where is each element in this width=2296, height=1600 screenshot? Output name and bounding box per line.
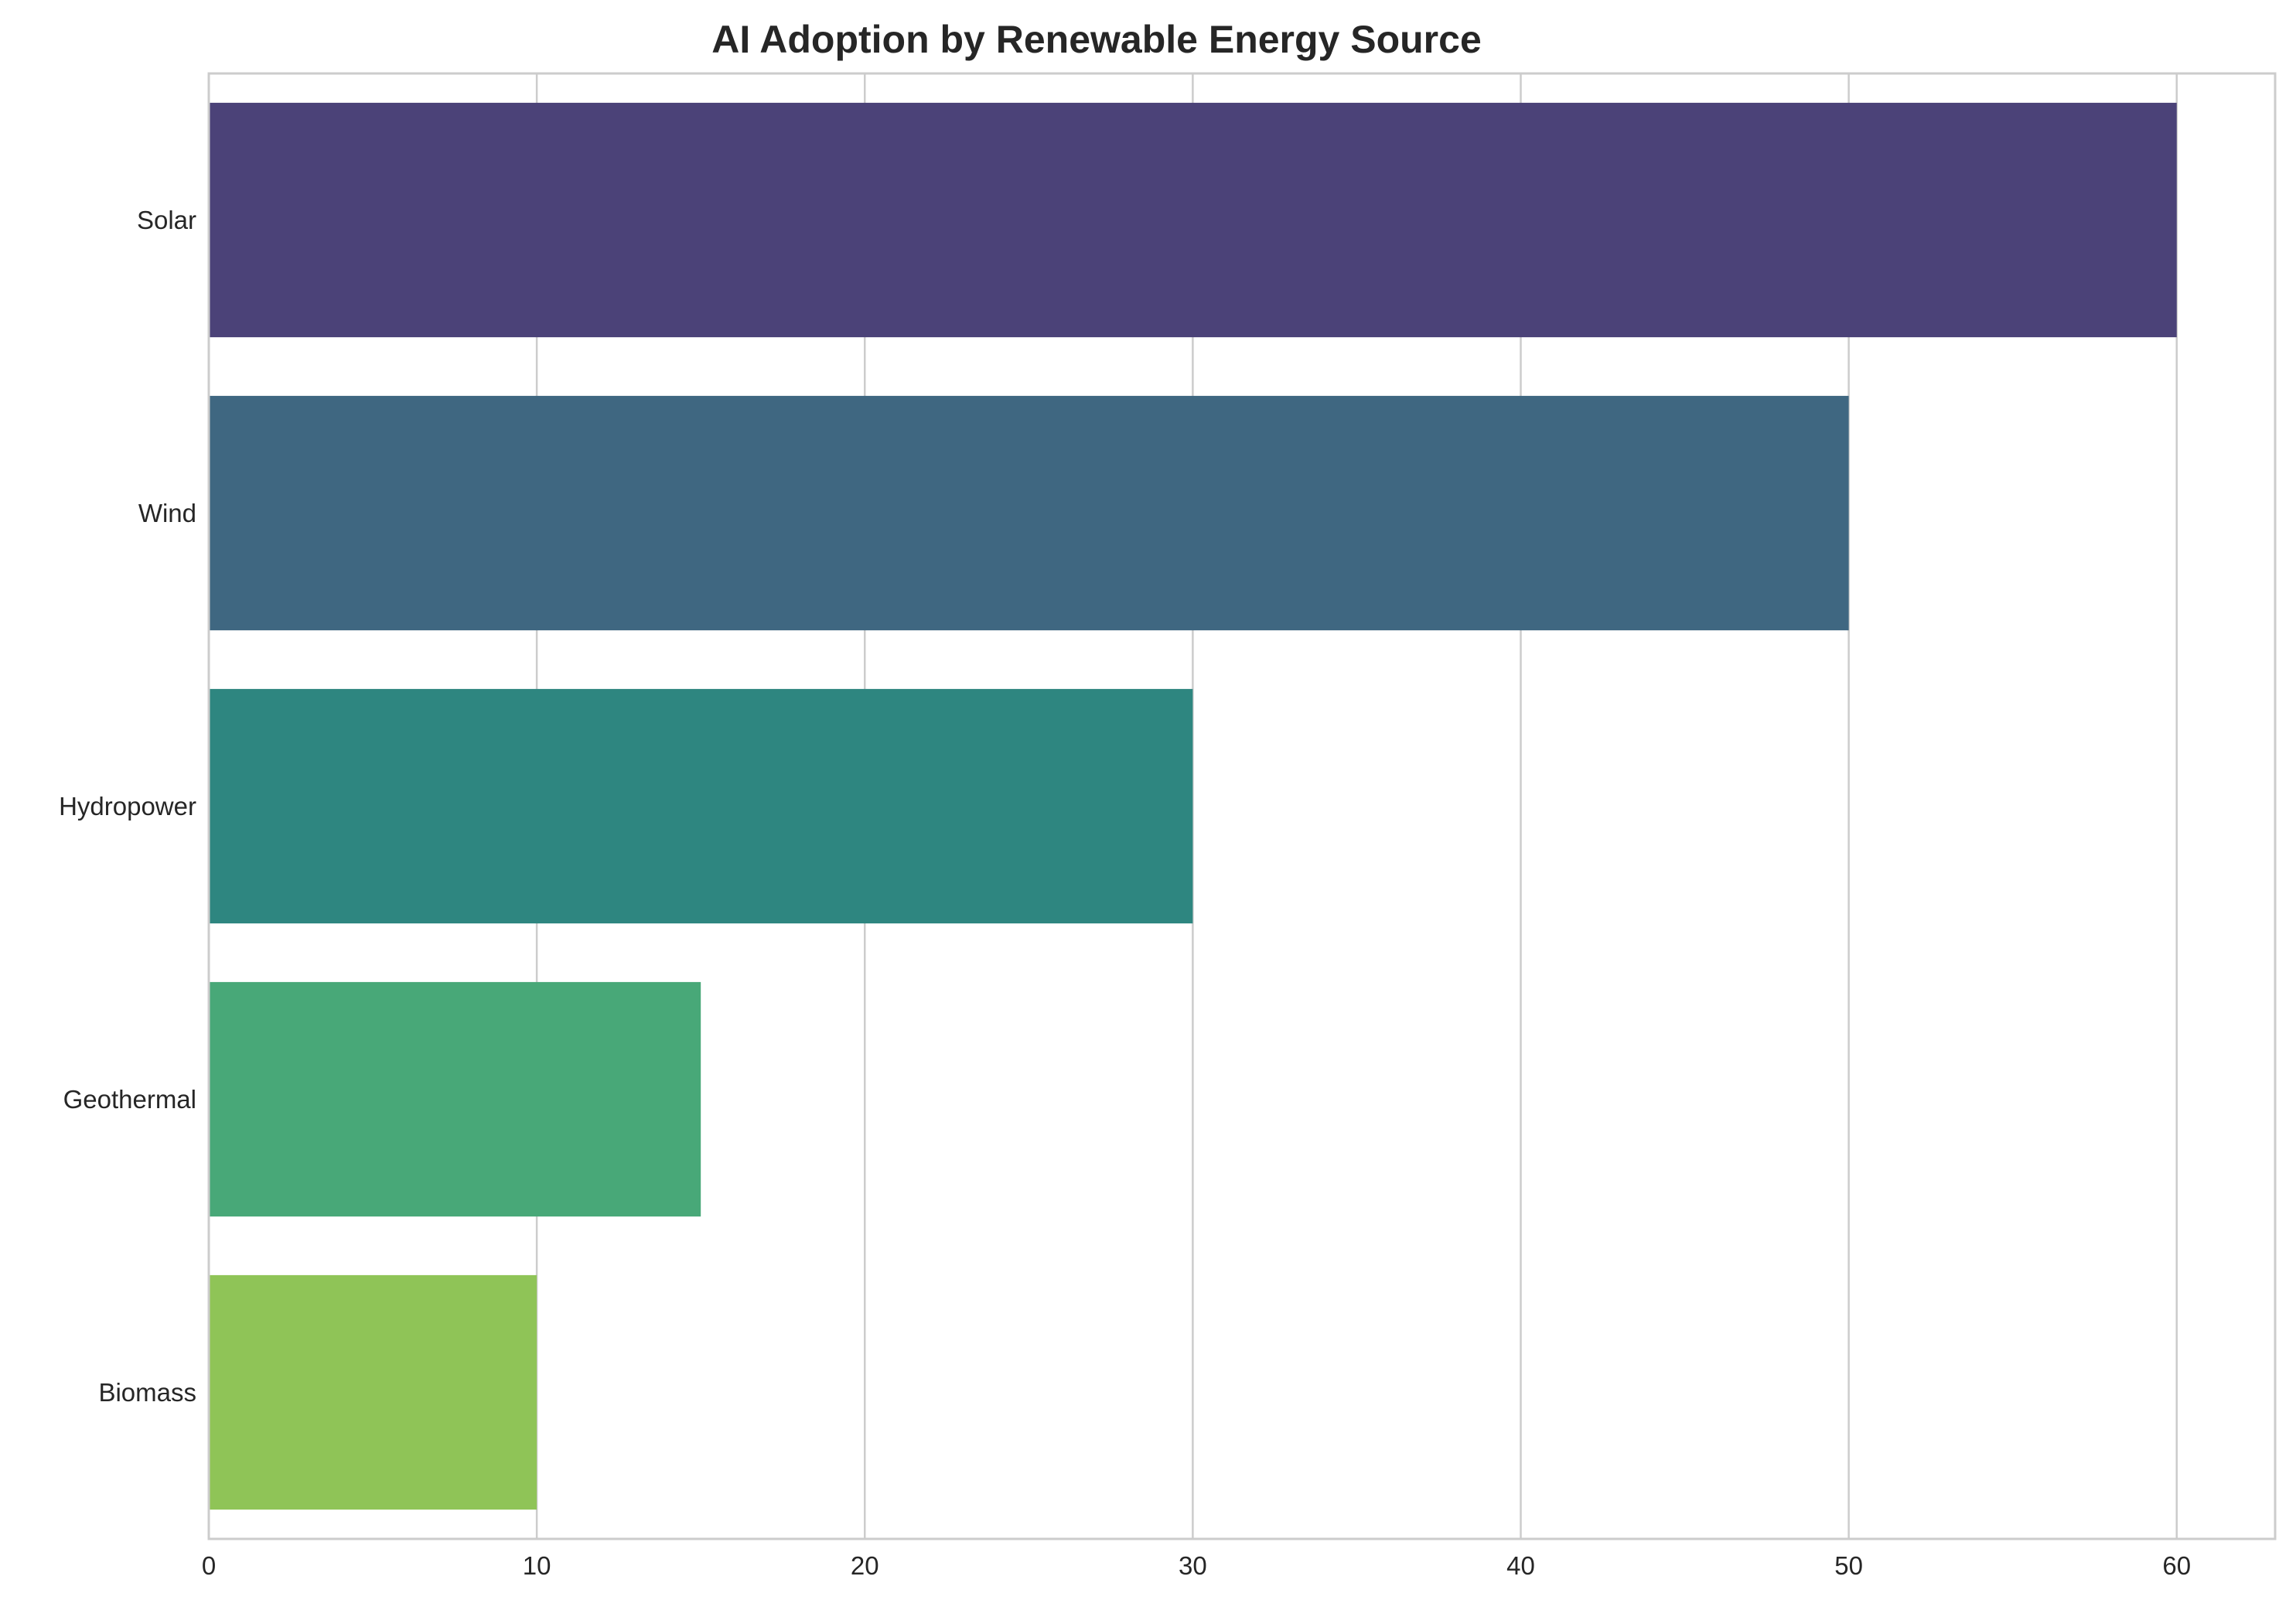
x-tick-label-20: 20	[851, 1551, 879, 1580]
y-tick-label-biomass: Biomass	[98, 1378, 196, 1407]
y-tick-label-geothermal: Geothermal	[63, 1085, 196, 1114]
bar-geothermal	[209, 981, 701, 1217]
x-tick-label-30: 30	[1179, 1551, 1207, 1580]
y-tick-label-wind: Wind	[138, 499, 196, 527]
plot-area-frame	[207, 72, 2277, 1540]
bar-solar	[209, 102, 2177, 338]
x-tick-label-40: 40	[1506, 1551, 1535, 1580]
chart-title: AI Adoption by Renewable Energy Source	[711, 18, 1482, 61]
x-tick-label-60: 60	[2162, 1551, 2191, 1580]
y-tick-label-hydropower: Hydropower	[59, 792, 196, 820]
x-tick-label-0: 0	[202, 1551, 216, 1580]
bar-hydropower	[209, 688, 1193, 924]
x-tick-labels: 0 10 20 30 40 50 60	[202, 1551, 2191, 1580]
x-tick-label-10: 10	[523, 1551, 551, 1580]
bar-wind	[209, 395, 1849, 631]
bar-biomass	[209, 1274, 537, 1510]
bars	[209, 102, 2177, 1510]
x-tick-label-50: 50	[1834, 1551, 1863, 1580]
y-tick-label-solar: Solar	[137, 206, 196, 234]
y-tick-labels: Solar Wind Hydropower Geothermal Biomass	[59, 206, 196, 1407]
